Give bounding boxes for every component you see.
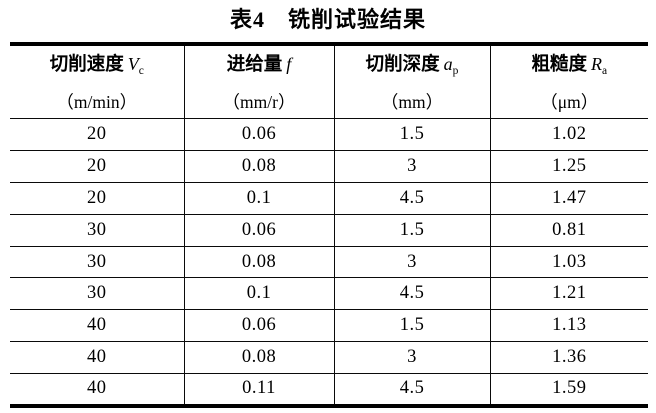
table-cell: 30 bbox=[10, 277, 185, 311]
table-cell: 1.36 bbox=[489, 341, 648, 375]
table-cell: 3 bbox=[333, 149, 491, 183]
table-cell: 20 bbox=[10, 118, 185, 151]
table-cell: 4.5 bbox=[333, 373, 491, 407]
table-cell: 0.06 bbox=[183, 309, 335, 343]
header-name: 切削深度 bbox=[365, 55, 440, 75]
table-cell: 3 bbox=[333, 341, 491, 375]
table-cell: 0.1 bbox=[183, 277, 335, 311]
table-cell: 30 bbox=[10, 245, 185, 279]
table-cell: 0.11 bbox=[183, 373, 335, 407]
table-cell: 4.5 bbox=[333, 181, 491, 215]
header-unit: （mm） bbox=[380, 92, 444, 112]
header-name: 粗糙度 bbox=[531, 55, 587, 75]
table-cell: 1.5 bbox=[333, 309, 491, 343]
header-label: 进给量 f bbox=[185, 48, 334, 88]
col-header-cutting-speed: 切削速度 Vc （m/min） bbox=[10, 43, 185, 119]
header-unit: （mm/r） bbox=[222, 92, 296, 112]
table-row: 20 0.08 3 1.25 bbox=[10, 149, 648, 183]
header-symbol: V bbox=[127, 54, 139, 74]
col-header-feed-rate: 进给量 f （mm/r） bbox=[183, 43, 335, 119]
table-cell: 40 bbox=[10, 373, 185, 407]
table-cell: 0.06 bbox=[183, 213, 335, 247]
header-unit: （μm） bbox=[540, 92, 599, 112]
table-row: 30 0.1 4.5 1.21 bbox=[10, 277, 648, 311]
milling-results-table: 切削速度 Vc （m/min） 进给量 f （mm/r） 切削深度 ap （mm） 粗… bbox=[10, 42, 648, 408]
header-row: 切削速度 Vc （m/min） 进给量 f （mm/r） 切削深度 ap （mm） 粗… bbox=[10, 43, 649, 119]
table-cell: 20 bbox=[10, 181, 185, 215]
table-row: 30 0.08 3 1.03 bbox=[10, 245, 648, 279]
table-row: 30 0.06 1.5 0.81 bbox=[10, 213, 648, 247]
header-unit: （m/min） bbox=[56, 92, 138, 112]
table-row: 40 0.06 1.5 1.13 bbox=[10, 309, 648, 343]
table-cell: 0.08 bbox=[183, 245, 335, 279]
table-cell: 1.25 bbox=[489, 149, 648, 183]
header-label: 切削深度 ap bbox=[335, 48, 490, 88]
header-name: 进给量 bbox=[226, 55, 283, 75]
header-symbol: f bbox=[286, 54, 292, 74]
table-cell: 0.06 bbox=[183, 118, 335, 151]
table-title: 表4 铣削试验结果 bbox=[229, 7, 426, 32]
table-row: 40 0.11 4.5 1.59 bbox=[10, 373, 648, 407]
table-cell: 20 bbox=[10, 149, 185, 183]
header-label: 粗糙度 Ra bbox=[491, 48, 649, 88]
table-row: 40 0.08 3 1.36 bbox=[10, 341, 648, 375]
col-header-cutting-depth: 切削深度 ap （mm） bbox=[333, 43, 491, 119]
table-cell: 1.5 bbox=[333, 118, 491, 151]
table-cell: 1.21 bbox=[489, 277, 648, 311]
table-cell: 1.03 bbox=[489, 245, 648, 279]
header-symbol-subscript: a bbox=[601, 65, 608, 77]
table-cell: 0.08 bbox=[183, 341, 335, 375]
header-symbol: R bbox=[590, 54, 602, 74]
header-label: 切削速度 Vc bbox=[10, 48, 184, 88]
table-cell: 1.02 bbox=[489, 118, 648, 151]
table-cell: 40 bbox=[10, 341, 185, 375]
table-cell: 0.1 bbox=[183, 181, 335, 215]
header-symbol: a bbox=[443, 54, 453, 74]
header-name: 切削速度 bbox=[49, 55, 124, 75]
table-cell: 30 bbox=[10, 213, 185, 247]
table-cell: 1.59 bbox=[489, 373, 648, 407]
table-row: 20 0.1 4.5 1.47 bbox=[10, 181, 648, 215]
table-row: 20 0.06 1.5 1.02 bbox=[10, 118, 648, 151]
table-cell: 0.81 bbox=[489, 213, 648, 247]
table-cell: 40 bbox=[10, 309, 185, 343]
header-symbol-subscript: p bbox=[452, 65, 459, 77]
table-cell: 4.5 bbox=[333, 277, 491, 311]
col-header-roughness: 粗糙度 Ra （μm） bbox=[489, 43, 649, 119]
table-cell: 1.13 bbox=[489, 309, 648, 343]
table-cell: 1.47 bbox=[489, 181, 648, 215]
table-cell: 3 bbox=[333, 245, 491, 279]
table-cell: 0.08 bbox=[183, 149, 335, 183]
header-symbol-subscript: c bbox=[138, 65, 144, 77]
table-cell: 1.5 bbox=[333, 213, 491, 247]
